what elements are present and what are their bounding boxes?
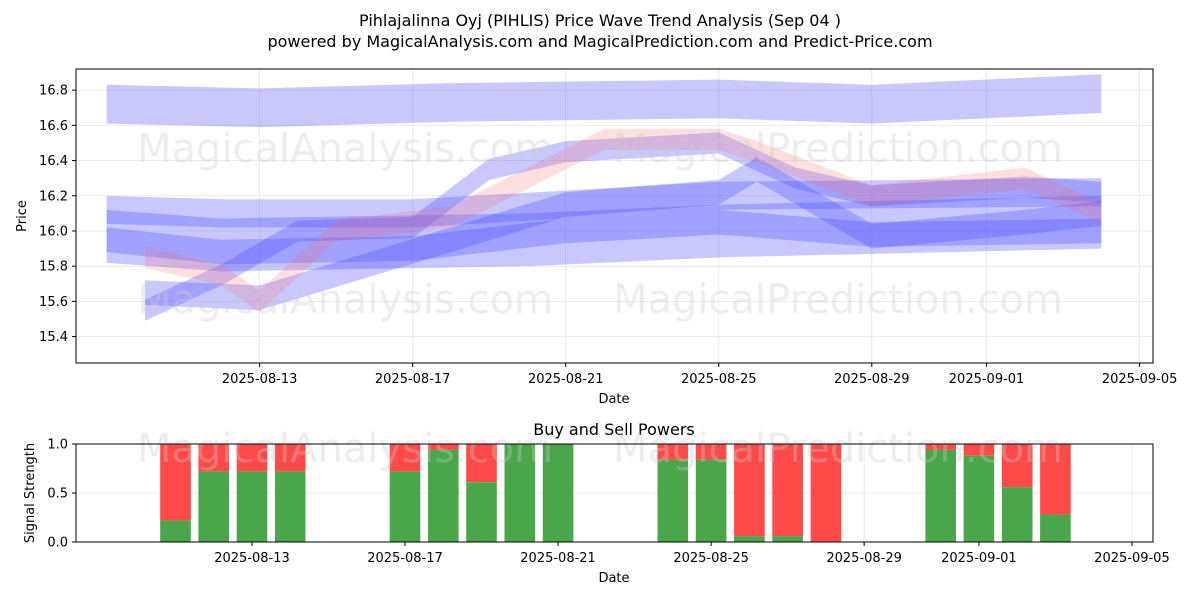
buy-power-bar xyxy=(963,455,995,542)
signal-x-tick-label: 2025-08-13 xyxy=(214,551,290,566)
price-wave-band-7 xyxy=(144,128,1102,312)
sell-power-bar xyxy=(963,444,995,456)
price-wave-band-2 xyxy=(106,195,1102,272)
sell-power-bar xyxy=(236,444,268,472)
sell-power-bar xyxy=(772,444,803,537)
price-y-tick-label: 16.0 xyxy=(39,224,68,239)
price-y-tick-label: 15.6 xyxy=(39,295,68,310)
price-panel: MagicalAnalysis.com MagicalPrediction.co… xyxy=(15,68,1178,407)
chart-title-line2: powered by MagicalAnalysis.com and Magic… xyxy=(267,32,932,51)
sell-power-bar xyxy=(160,444,191,521)
price-y-ticks: 15.4 15.6 15.8 16.0 16.2 16.4 16.6 16.8 xyxy=(39,84,76,345)
price-y-tick-label: 16.6 xyxy=(39,119,68,134)
buy-power-bar xyxy=(542,444,574,542)
price-wave-band-6 xyxy=(106,209,1102,265)
signal-y-tick-label: 0.0 xyxy=(47,536,68,551)
signal-x-tick-label: 2025-08-29 xyxy=(826,551,902,566)
buy-power-bar xyxy=(466,482,497,543)
price-x-tick-label: 2025-08-29 xyxy=(834,372,910,387)
sell-power-bar xyxy=(734,444,765,537)
watermark-prediction-mid: MagicalPrediction.com xyxy=(613,277,1063,323)
price-gridlines xyxy=(76,69,1153,363)
sell-power-bar xyxy=(198,444,229,472)
watermark-analysis-bottom: MagicalAnalysis.com xyxy=(137,426,553,472)
signal-y-axis-label: Signal Strength xyxy=(23,443,38,543)
sell-power-bar xyxy=(428,444,459,450)
price-wave-bands xyxy=(106,74,1102,321)
buy-power-bar xyxy=(925,449,956,542)
price-wave-band-4 xyxy=(144,157,1102,311)
price-wave-band-3 xyxy=(106,178,1102,228)
price-wave-band-5 xyxy=(144,132,1102,321)
signal-y-tick-label: 1.0 xyxy=(47,438,68,453)
sell-power-bar xyxy=(695,444,727,460)
price-x-axis-label: Date xyxy=(598,392,629,407)
buy-power-bar xyxy=(274,471,306,543)
buy-power-bar xyxy=(160,520,191,543)
buy-power-bar xyxy=(657,459,689,542)
sell-power-bar xyxy=(810,444,842,542)
signal-x-ticks: 2025-08-13 2025-08-17 2025-08-21 2025-08-25… xyxy=(214,542,1170,566)
signal-x-axis-label: Date xyxy=(598,571,629,586)
price-x-tick-label: 2025-09-05 xyxy=(1102,372,1178,387)
price-x-tick-label: 2025-08-21 xyxy=(528,372,604,387)
sell-power-bar xyxy=(274,444,306,472)
buy-power-bar xyxy=(1001,487,1033,543)
signal-x-tick-label: 2025-08-25 xyxy=(673,551,749,566)
signal-x-tick-label: 2025-09-01 xyxy=(941,551,1017,566)
signal-x-tick-label: 2025-09-05 xyxy=(1094,551,1170,566)
sell-power-bar xyxy=(657,444,689,460)
price-x-ticks: 2025-08-13 2025-08-17 2025-08-21 2025-08-25… xyxy=(222,363,1178,387)
buy-power-bar xyxy=(236,471,268,543)
buy-power-bar xyxy=(428,449,459,542)
price-x-tick-label: 2025-08-17 xyxy=(375,372,451,387)
watermark-analysis-top: MagicalAnalysis.com xyxy=(137,126,553,172)
sell-power-bar xyxy=(925,444,956,450)
price-y-tick-label: 15.8 xyxy=(39,260,68,275)
watermark-prediction-top: MagicalPrediction.com xyxy=(613,126,1063,172)
buy-power-bar xyxy=(695,459,727,542)
signal-x-tick-label: 2025-08-21 xyxy=(520,551,596,566)
price-plot-frame xyxy=(75,68,1154,364)
price-y-tick-label: 15.4 xyxy=(39,330,68,345)
price-y-tick-label: 16.4 xyxy=(39,154,68,169)
signal-panel: Buy and Sell Powers MagicalAnalysis.com … xyxy=(23,420,1170,586)
price-x-tick-label: 2025-08-25 xyxy=(681,372,757,387)
sell-power-bar xyxy=(1040,444,1071,515)
price-wave-band-1 xyxy=(106,74,1102,128)
signal-x-tick-label: 2025-08-17 xyxy=(367,551,443,566)
buy-power-bar xyxy=(734,536,765,543)
sell-power-bar xyxy=(1001,444,1033,488)
sell-power-bar xyxy=(466,444,497,483)
price-y-tick-label: 16.2 xyxy=(39,189,68,204)
watermark-prediction-bottom: MagicalPrediction.com xyxy=(613,426,1063,472)
signal-chart-title: Buy and Sell Powers xyxy=(533,420,695,439)
price-y-tick-label: 16.8 xyxy=(39,84,68,99)
buy-power-bar xyxy=(389,471,421,543)
signal-bars xyxy=(160,444,1071,543)
signal-y-tick-label: 0.5 xyxy=(47,487,68,502)
price-y-axis-label: Price xyxy=(15,200,30,232)
price-x-tick-label: 2025-09-01 xyxy=(949,372,1025,387)
buy-power-bar xyxy=(198,471,229,543)
buy-power-bar xyxy=(1040,514,1071,542)
price-x-tick-label: 2025-08-13 xyxy=(222,372,298,387)
buy-power-bar xyxy=(504,444,536,542)
buy-power-bar xyxy=(772,536,803,543)
signal-y-ticks: 0.0 0.5 1.0 xyxy=(47,438,76,551)
chart-title-line1: Pihlajalinna Oyj (PIHLIS) Price Wave Tre… xyxy=(359,11,841,30)
watermark-analysis-mid: MagicalAnalysis.com xyxy=(137,277,553,323)
sell-power-bar xyxy=(389,444,421,472)
